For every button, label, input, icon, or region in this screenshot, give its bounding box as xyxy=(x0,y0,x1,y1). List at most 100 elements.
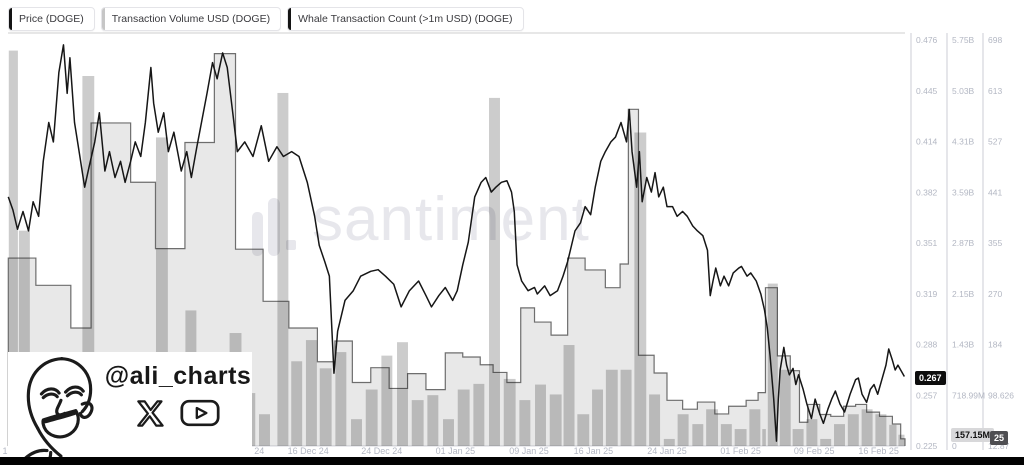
volume-bar[interactable] xyxy=(649,394,661,446)
volume-bar[interactable] xyxy=(749,409,761,446)
volume-bar[interactable] xyxy=(634,132,647,447)
price-axis-tick: 0.476 xyxy=(916,35,938,45)
volume-bar[interactable] xyxy=(489,97,500,446)
volume-bar[interactable] xyxy=(277,92,289,447)
volume-axis-tick: 1.43B xyxy=(952,340,975,350)
whale-axis-tick: 12.87 xyxy=(988,441,1010,451)
legend-item-price[interactable]: Price (DOGE) xyxy=(8,7,95,31)
price-axis-tick: 0.225 xyxy=(916,441,938,451)
current-volume-badge: 157.15M xyxy=(951,427,995,442)
legend-item-whale[interactable]: Whale Transaction Count (>1m USD) (DOGE) xyxy=(287,7,524,31)
whale-accent-bar xyxy=(288,8,292,30)
whale-axis-tick: 270 xyxy=(988,289,1002,299)
volume-axis-tick: 5.75B xyxy=(952,35,975,45)
volume-bar[interactable] xyxy=(503,378,516,446)
volume-bar[interactable] xyxy=(767,283,778,446)
volume-bar[interactable] xyxy=(381,355,393,446)
volume-bar[interactable] xyxy=(692,424,704,446)
volume-bar[interactable] xyxy=(875,414,887,446)
whale-axis-tick: 698 xyxy=(988,35,1002,45)
price-axis-tick: 0.414 xyxy=(916,137,938,147)
volume-bar[interactable] xyxy=(734,429,747,446)
volume-bar[interactable] xyxy=(291,361,303,446)
x-axis-date-label: 01 Jan 25 xyxy=(436,446,476,456)
volume-bar[interactable] xyxy=(259,414,270,446)
whale-axis-tick: 98.626 xyxy=(988,390,1014,400)
volume-bar[interactable] xyxy=(335,352,347,446)
volume-bar[interactable] xyxy=(473,383,485,446)
volume-bar[interactable] xyxy=(563,345,575,446)
volume-bar[interactable] xyxy=(605,369,618,446)
volume-bar[interactable] xyxy=(792,429,804,446)
volume-bar[interactable] xyxy=(762,429,766,446)
bottom-black-bar xyxy=(0,457,1024,465)
volume-bar[interactable] xyxy=(535,384,546,446)
legend-item-price-label: Price (DOGE) xyxy=(19,13,84,25)
meme-face-drawing xyxy=(24,357,94,458)
volume-bar[interactable] xyxy=(620,369,632,446)
volume-bar[interactable] xyxy=(847,414,859,446)
volume-bar[interactable] xyxy=(577,414,590,446)
price-axis-tick: 0.288 xyxy=(916,340,938,350)
volume-bar[interactable] xyxy=(443,419,454,446)
volume-bar[interactable] xyxy=(351,419,362,446)
x-axis-date-label: 09 Feb 25 xyxy=(794,446,835,456)
volume-bar[interactable] xyxy=(397,342,408,446)
volume-bar[interactable] xyxy=(706,409,719,446)
x-axis-date-label: 09 Jan 25 xyxy=(509,446,549,456)
volume-bar[interactable] xyxy=(457,389,470,446)
whale-count-area[interactable] xyxy=(8,53,905,447)
volume-axis-tick: 5.03B xyxy=(952,86,975,96)
whale-axis-tick: 355 xyxy=(988,238,1002,248)
volume-bar[interactable] xyxy=(18,230,30,446)
volume-bar[interactable] xyxy=(411,400,424,446)
volume-accent-bar xyxy=(101,8,105,30)
volume-axis-tick: 4.31B xyxy=(952,137,975,147)
price-axis-tick: 0.382 xyxy=(916,187,938,197)
x-axis-date-label: 16 Feb 25 xyxy=(858,446,899,456)
legend-item-whale-label: Whale Transaction Count (>1m USD) (DOGE) xyxy=(298,13,513,25)
youtube-logo-icon xyxy=(180,399,220,427)
credit-handle-text: @ali_charts xyxy=(104,362,252,390)
x-axis-date-label: 16 Dec 24 xyxy=(288,446,329,456)
price-line[interactable] xyxy=(7,44,906,442)
whale-axis-tick: 613 xyxy=(988,86,1002,96)
volume-bar[interactable] xyxy=(889,424,897,446)
whale-axis-tick: 527 xyxy=(988,137,1002,147)
volume-bar[interactable] xyxy=(549,394,562,446)
volume-bar[interactable] xyxy=(820,438,832,446)
volume-axis-tick: 2.15B xyxy=(952,289,975,299)
volume-bar[interactable] xyxy=(677,414,689,446)
volume-bar[interactable] xyxy=(779,369,791,446)
price-axis-tick: 0.445 xyxy=(916,86,938,96)
volume-bar[interactable] xyxy=(427,395,439,446)
volume-bar[interactable] xyxy=(319,368,332,446)
volume-bar[interactable] xyxy=(861,409,873,446)
volume-bar[interactable] xyxy=(519,400,531,446)
price-axis-tick: 0.351 xyxy=(916,238,938,248)
volume-bar[interactable] xyxy=(720,424,732,446)
volume-axis-tick: 718.99M xyxy=(952,390,985,400)
volume-bar[interactable] xyxy=(592,389,604,446)
legend-item-volume[interactable]: Transaction Volume USD (DOGE) xyxy=(100,7,282,31)
volume-bar[interactable] xyxy=(834,424,845,446)
volume-bar[interactable] xyxy=(898,434,905,446)
current-price-badge: 0.267 xyxy=(915,371,946,386)
volume-axis-tick: 3.59B xyxy=(952,187,975,197)
volume-bar[interactable] xyxy=(155,137,168,446)
volume-bar[interactable] xyxy=(806,419,818,446)
volume-bar[interactable] xyxy=(82,76,95,446)
volume-bar[interactable] xyxy=(365,389,378,446)
x-axis-date-label: 24 Dec 24 xyxy=(361,446,402,456)
x-axis-date-label: 24 Jan 25 xyxy=(647,446,687,456)
price-accent-bar xyxy=(9,8,12,30)
x-logo-icon xyxy=(137,399,164,427)
volume-bar[interactable] xyxy=(8,50,18,446)
volume-axis-tick: 2.87B xyxy=(952,238,975,248)
volume-bar[interactable] xyxy=(305,340,317,446)
price-axis-tick: 0.257 xyxy=(916,390,938,400)
volume-bar[interactable] xyxy=(663,438,675,446)
whale-axis-tick: 441 xyxy=(988,187,1002,197)
current-whale-badge: 25 xyxy=(990,430,1009,445)
volume-axis-tick: 0 xyxy=(952,441,957,451)
